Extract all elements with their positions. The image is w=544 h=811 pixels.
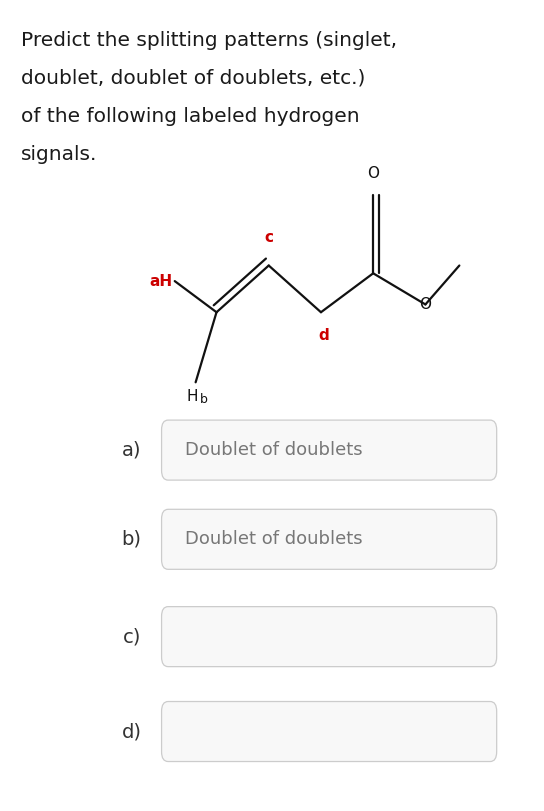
Text: of the following labeled hydrogen: of the following labeled hydrogen (21, 107, 359, 126)
Text: O: O (367, 166, 379, 181)
Text: d): d) (121, 722, 141, 741)
FancyBboxPatch shape (162, 607, 497, 667)
Text: H: H (187, 388, 199, 404)
FancyBboxPatch shape (162, 702, 497, 762)
Text: O: O (419, 297, 431, 312)
Text: c): c) (123, 627, 141, 646)
Text: Doublet of doublets: Doublet of doublets (185, 441, 363, 459)
Text: d: d (318, 328, 329, 343)
Text: Predict the splitting patterns (singlet,: Predict the splitting patterns (singlet, (21, 31, 397, 49)
Text: c: c (264, 230, 273, 245)
Text: b): b) (121, 530, 141, 549)
Text: signals.: signals. (21, 145, 97, 164)
FancyBboxPatch shape (162, 420, 497, 480)
Text: b: b (200, 393, 207, 406)
FancyBboxPatch shape (162, 509, 497, 569)
Text: aH: aH (149, 273, 172, 289)
Text: doublet, doublet of doublets, etc.): doublet, doublet of doublets, etc.) (21, 69, 365, 88)
Text: a): a) (122, 440, 141, 460)
Text: Doublet of doublets: Doublet of doublets (185, 530, 363, 548)
